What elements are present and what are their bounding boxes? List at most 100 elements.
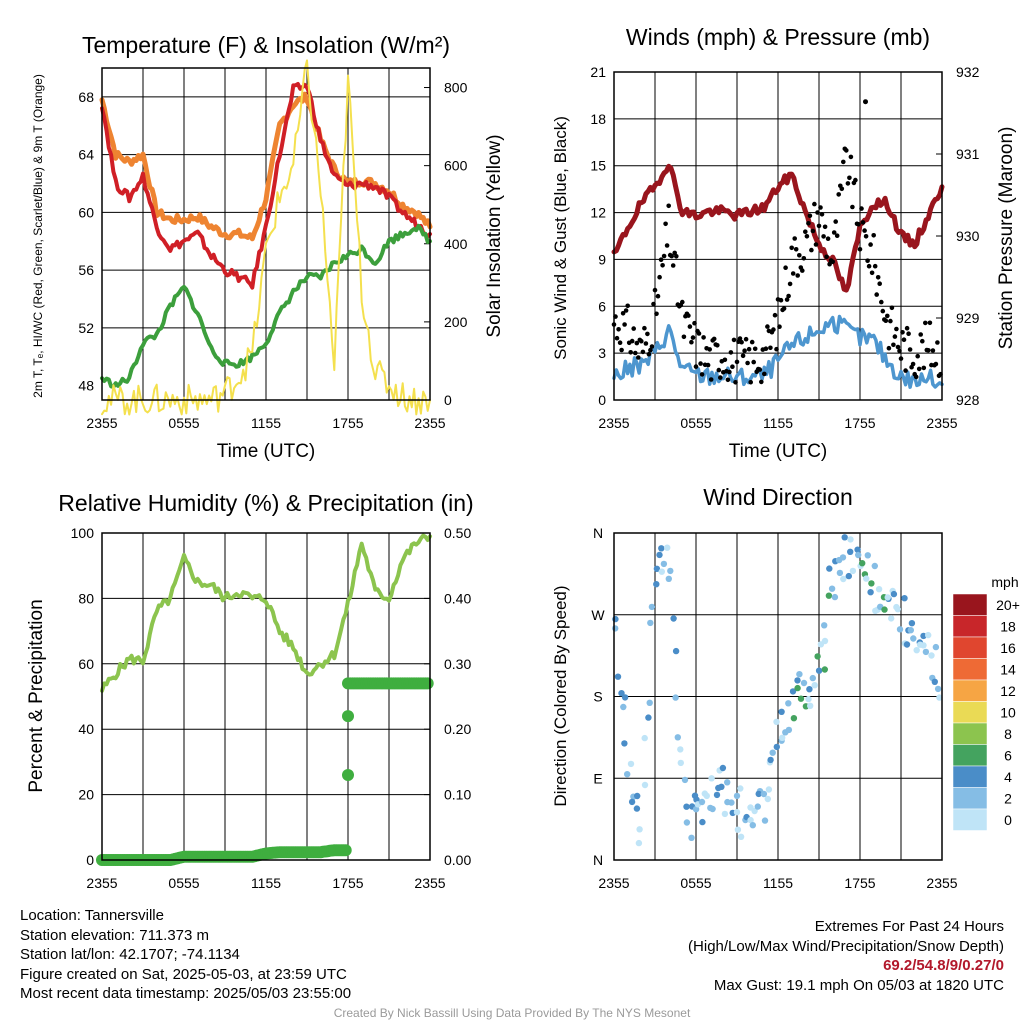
dir-direction-dot bbox=[796, 671, 803, 678]
wind-gust-dot bbox=[809, 247, 814, 253]
dir-direction-dot bbox=[708, 775, 715, 782]
wind-gust-dot bbox=[859, 206, 864, 211]
wind-gust-dot bbox=[865, 258, 870, 264]
wind-gust-dot bbox=[731, 337, 737, 343]
legend-label: 12 bbox=[1000, 683, 1016, 699]
dir-direction-dot bbox=[670, 615, 677, 622]
wind-gust-dot bbox=[645, 331, 650, 337]
wind-plot-border bbox=[613, 71, 943, 401]
dir-direction-dot bbox=[751, 807, 758, 815]
wind-gust-dot bbox=[916, 366, 922, 372]
wind-gust-dot bbox=[904, 325, 910, 331]
dir-direction-dot bbox=[677, 759, 684, 767]
recent-timestamp: Most recent data timestamp: 2025/05/03 2… bbox=[20, 985, 352, 1003]
dir-direction-dot bbox=[667, 567, 674, 575]
wind-gust-dot bbox=[778, 297, 784, 303]
dir-direction-dot bbox=[665, 575, 672, 582]
wind-gust-dot bbox=[681, 334, 687, 340]
dir-y-tick-label: E bbox=[593, 770, 602, 786]
extremes-subtitle: (High/Low/Max Wind/Precipitation/Snow De… bbox=[688, 937, 1004, 955]
wind-gust-dot bbox=[880, 308, 886, 314]
dir-direction-dot bbox=[749, 822, 756, 829]
wind-gust-dot bbox=[930, 348, 936, 353]
wind-gust-dot bbox=[639, 338, 644, 344]
wind-gust-dot bbox=[705, 362, 711, 368]
dir-direction-dot bbox=[825, 592, 833, 599]
dir-direction-dot bbox=[737, 785, 744, 792]
dir-direction-dot bbox=[612, 615, 619, 623]
rh-x-tick-label: 2355 bbox=[414, 875, 445, 891]
rh-y-tick-label: 80 bbox=[78, 590, 94, 606]
legend-swatch bbox=[952, 658, 988, 681]
wind-gust-dot bbox=[689, 339, 694, 345]
rh-rh-line bbox=[100, 533, 432, 693]
dir-plot-border bbox=[613, 532, 943, 861]
max-gust: Max Gust: 19.1 mph On 05/03 at 1820 UTC bbox=[713, 976, 1004, 994]
dir-direction-dot bbox=[779, 734, 786, 741]
wind-gust-dot bbox=[745, 360, 750, 366]
wind-gust-dot bbox=[815, 210, 820, 215]
dir-direction-dot bbox=[871, 562, 878, 570]
wind-gust-dot bbox=[728, 350, 734, 355]
wind-gust-dot bbox=[787, 281, 793, 287]
dir-direction-dot bbox=[769, 749, 776, 756]
rh-x-tick-label: 1155 bbox=[251, 875, 281, 891]
dir-direction-dot bbox=[624, 771, 631, 778]
rh-x-tick-label: 0555 bbox=[168, 875, 199, 891]
wind-gust-dot bbox=[801, 255, 807, 261]
rh-precip-dot bbox=[421, 677, 434, 690]
dir-direction-dot bbox=[761, 817, 769, 824]
wind-gust-dot bbox=[906, 331, 911, 337]
dir-x-tick-label: 1755 bbox=[844, 875, 875, 891]
wind-gust-dot bbox=[903, 368, 908, 373]
temp-y-tick-label: 68 bbox=[78, 89, 94, 105]
dir-direction-dot bbox=[884, 594, 891, 601]
temp-series-line bbox=[99, 91, 433, 242]
dir-direction-dot bbox=[765, 786, 773, 793]
dir-direction-dot bbox=[890, 590, 898, 598]
dir-direction-dot bbox=[628, 798, 636, 806]
wind-gust-dot bbox=[869, 270, 875, 276]
wind-gust-dot bbox=[790, 271, 796, 276]
wind-gust-dot bbox=[891, 342, 896, 348]
dir-direction-dot bbox=[764, 795, 771, 803]
wind-gust-dot bbox=[737, 336, 743, 341]
dir-direction-dot bbox=[664, 544, 671, 551]
wind-gust-dot bbox=[733, 380, 738, 385]
station-location: Location: Tannersville bbox=[20, 907, 164, 924]
rh-y-tick-label: 40 bbox=[78, 721, 94, 737]
wind-gust-dot bbox=[800, 268, 805, 273]
wind-gust-dot bbox=[804, 234, 810, 239]
dir-direction-dot bbox=[633, 805, 641, 812]
wind-gust-dot bbox=[757, 367, 763, 372]
dir-direction-dot bbox=[854, 546, 861, 553]
extremes-info: Extremes For Past 24 Hours (High/Low/Max… bbox=[688, 917, 1004, 995]
wind-gust-dot bbox=[692, 320, 697, 326]
wind-gust-dot bbox=[687, 324, 693, 329]
dir-direction-dot bbox=[641, 734, 648, 742]
wind-gust-dot bbox=[827, 261, 832, 267]
wind-gust-dot bbox=[664, 243, 670, 248]
wind-series-line bbox=[611, 163, 945, 293]
wind-gust-dot bbox=[853, 177, 858, 183]
wind-y-tick-label: 21 bbox=[590, 64, 606, 80]
wind-gust-dot bbox=[734, 359, 740, 365]
wind-gust-dot bbox=[898, 356, 904, 361]
wind-gust-dot bbox=[819, 212, 825, 217]
wind-gust-dot bbox=[680, 299, 685, 305]
wind-x-tick-label: 1755 bbox=[844, 415, 875, 431]
legend-swatch bbox=[952, 744, 988, 767]
wind-gust-dot bbox=[821, 234, 826, 239]
dir-direction-dot bbox=[925, 631, 932, 639]
dir-direction-dot bbox=[683, 803, 690, 810]
dir-direction-dot bbox=[814, 653, 821, 660]
wind-gust-dot bbox=[844, 148, 849, 153]
dir-direction-dot bbox=[618, 690, 625, 697]
legend-swatch bbox=[952, 701, 988, 724]
wind-gust-dot bbox=[751, 359, 756, 365]
dir-direction-dot bbox=[789, 688, 797, 695]
temp-plot-border bbox=[101, 67, 431, 401]
wind-gust-dot bbox=[841, 159, 846, 165]
dir-direction-dot bbox=[754, 803, 761, 810]
